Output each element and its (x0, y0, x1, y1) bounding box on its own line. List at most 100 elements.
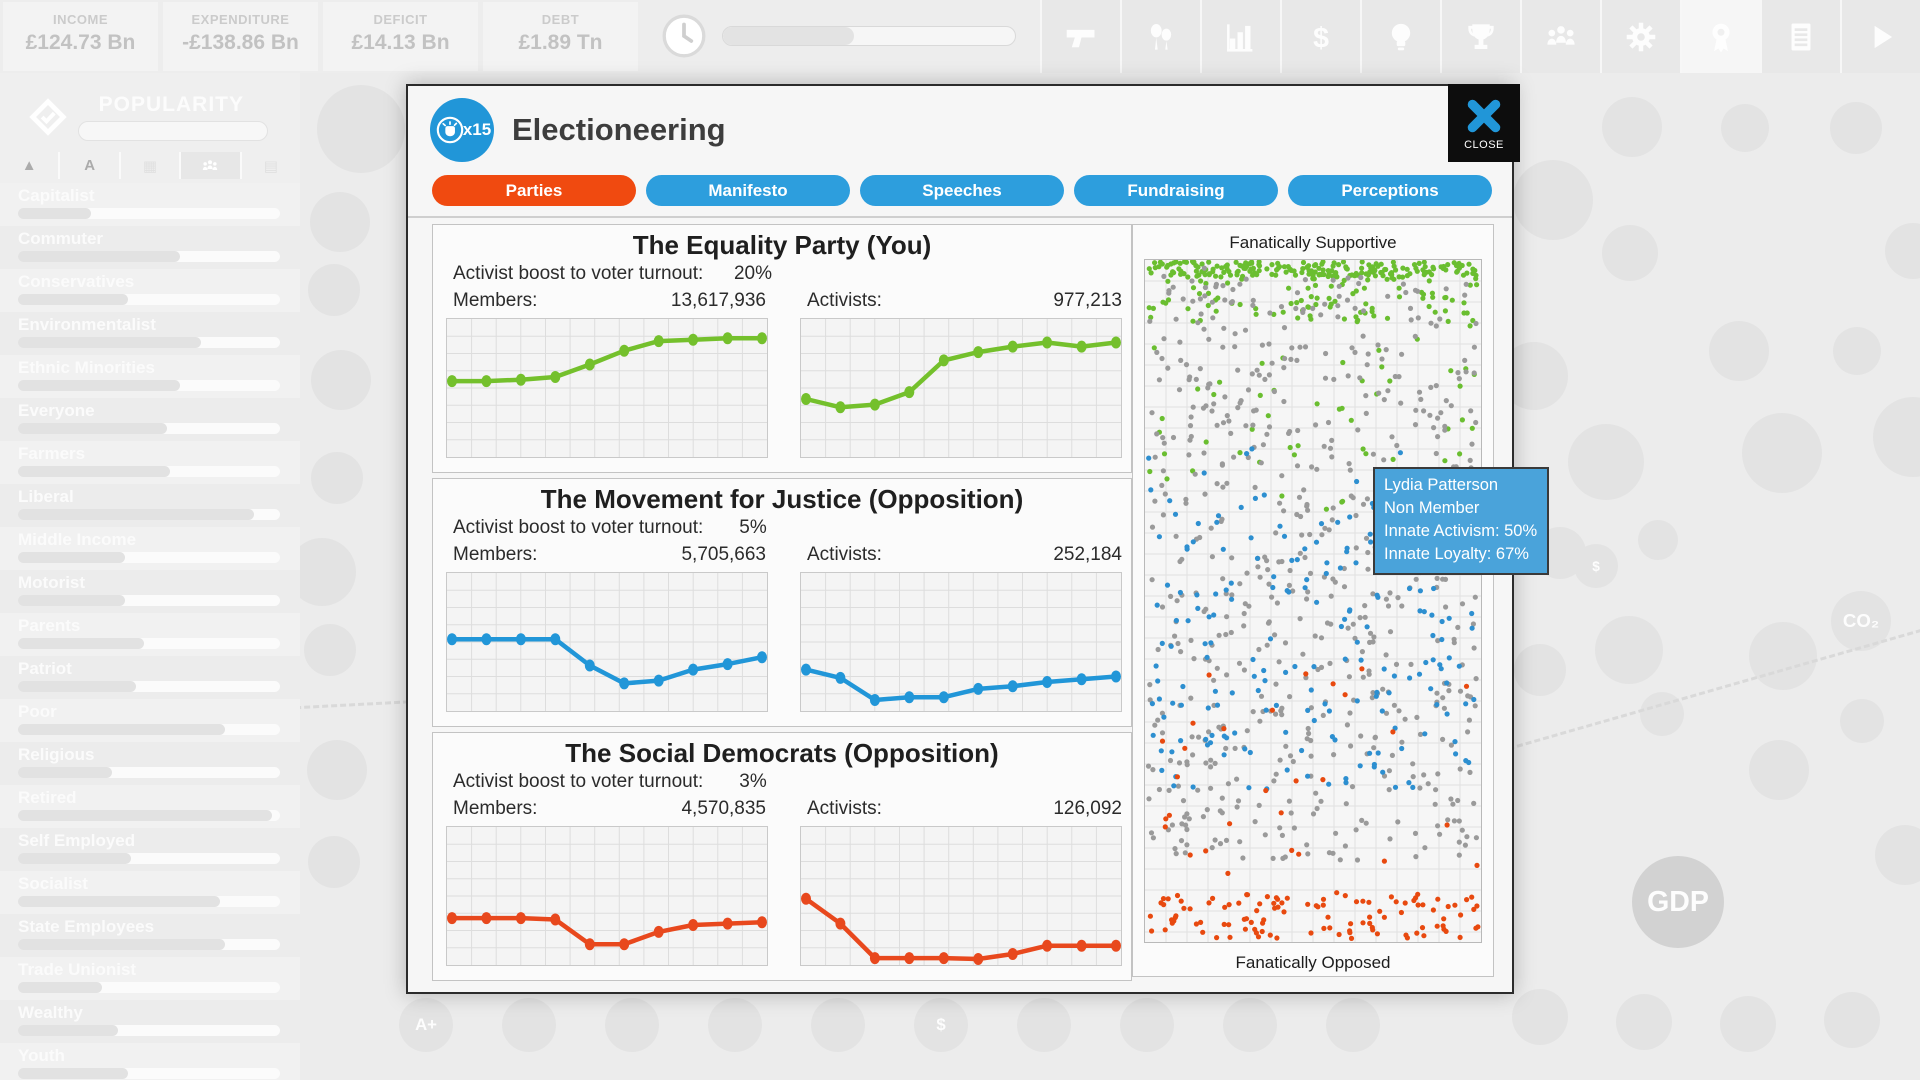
voter-group-name: Ethnic Minorities (18, 358, 155, 377)
sidebar-filter-alpha[interactable]: A (60, 152, 121, 179)
voter-group-youth[interactable]: Youth (0, 1043, 300, 1080)
turn-progress-bar[interactable] (722, 26, 1016, 46)
background-icon (1616, 994, 1672, 1050)
voter-group-ethnic-minorities[interactable]: Ethnic Minorities (0, 355, 300, 398)
voter-group-name: Motorist (18, 573, 86, 592)
tab-manifesto[interactable]: Manifesto (646, 175, 850, 206)
background-icon (1326, 998, 1380, 1052)
sidebar-filter-chart[interactable]: ▤ (263, 157, 278, 175)
voter-group-name: Conservatives (18, 272, 135, 291)
voter-group-bar (18, 251, 280, 262)
tab-speeches[interactable]: Speeches (860, 175, 1064, 206)
voter-group-wealthy[interactable]: Wealthy (0, 1000, 300, 1043)
voter-group-retired[interactable]: Retired (0, 785, 300, 828)
background-icon (1875, 825, 1920, 885)
party-members-chart (446, 572, 768, 712)
party-activists-chart (800, 318, 1122, 458)
voter-group-religious[interactable]: Religious (0, 742, 300, 785)
background-icon (1830, 102, 1882, 154)
voter-group-name: Commuter (18, 229, 104, 248)
voter-group-motorist[interactable]: Motorist (0, 570, 300, 613)
background-icon (1721, 104, 1769, 152)
voter-scatter-plot[interactable] (1144, 259, 1482, 943)
activists-label: Activists: (807, 290, 882, 311)
voter-group-trade-unionist[interactable]: Trade Unionist (0, 957, 300, 1000)
tab-parties[interactable]: Parties (432, 175, 636, 206)
background-icon (1602, 97, 1662, 157)
background-icon: CO₂ (1831, 591, 1891, 651)
voter-group-bar (18, 939, 280, 950)
toolbar-button-play[interactable] (1840, 0, 1920, 73)
voter-group-farmers[interactable]: Farmers (0, 441, 300, 484)
party-activists-chart (800, 572, 1122, 712)
voter-group-environmentalist[interactable]: Environmentalist (0, 312, 300, 355)
voter-group-name: State Employees (18, 917, 155, 936)
voter-group-capitalist[interactable]: Capitalist (0, 183, 300, 226)
party-name: The Movement for Justice (Opposition) (540, 484, 1024, 514)
voter-group-commuter[interactable]: Commuter (0, 226, 300, 269)
voter-group-self-employed[interactable]: Self Employed (0, 828, 300, 871)
party-panel-3: The Social Democrats (Opposition) Activis… (432, 732, 1132, 981)
toolbar-button-people[interactable] (1520, 0, 1600, 73)
background-icon (1640, 692, 1684, 736)
voter-group-state-employees[interactable]: State Employees (0, 914, 300, 957)
play-icon (1862, 18, 1900, 56)
voter-group-name: Environmentalist (18, 315, 156, 334)
toolbar-button-pistol[interactable] (1040, 0, 1120, 73)
background-icon (1513, 160, 1593, 240)
voter-group-parents[interactable]: Parents (0, 613, 300, 656)
stat-value: £1.89 Tn (518, 31, 603, 54)
voter-group-bar (18, 681, 280, 692)
clock-icon[interactable] (659, 11, 709, 61)
stat-value: £124.73 Bn (25, 31, 136, 54)
background-icon (1120, 998, 1174, 1052)
toolbar-button-trophy[interactable] (1440, 0, 1520, 73)
voter-group-bar (18, 337, 280, 348)
sidebar-filter-people[interactable] (181, 152, 242, 179)
tooltip-line: Lydia Patterson (1384, 476, 1499, 494)
voter-group-name: Self Employed (18, 831, 136, 850)
voter-group-everyone[interactable]: Everyone (0, 398, 300, 441)
popularity-title: POPULARITY (98, 93, 244, 116)
boost-value: 20% (733, 263, 773, 284)
voter-group-conservatives[interactable]: Conservatives (0, 269, 300, 312)
voter-group-bar (18, 1025, 280, 1036)
toolbar-button-bar-chart[interactable] (1200, 0, 1280, 73)
close-button[interactable]: CLOSE (1448, 84, 1520, 162)
voter-group-bar (18, 466, 280, 477)
tab-fundraising[interactable]: Fundraising (1074, 175, 1278, 206)
toolbar-button-report[interactable] (1760, 0, 1840, 73)
background-icon (1720, 996, 1776, 1052)
voter-group-liberal[interactable]: Liberal (0, 484, 300, 527)
voter-group-poor[interactable]: Poor (0, 699, 300, 742)
voter-group-name: Socialist (18, 874, 88, 893)
tooltip-line: Innate Loyalty: 67% (1384, 545, 1529, 563)
background-icon (1749, 740, 1809, 800)
toolbar-button-bulb[interactable] (1360, 0, 1440, 73)
toolbar-button-dollar[interactable]: $ (1280, 0, 1360, 73)
voter-group-bar (18, 509, 280, 520)
toolbar-button-rosette[interactable] (1680, 0, 1760, 73)
sidebar-filter-sort[interactable]: ▲ (0, 152, 61, 179)
voter-group-patriot[interactable]: Patriot (0, 656, 300, 699)
party-activists-chart (800, 826, 1122, 966)
toolbar-button-balloons[interactable] (1120, 0, 1200, 73)
popularity-icon (22, 91, 74, 143)
voter-group-name: Capitalist (18, 186, 95, 205)
toolbar-button-gear[interactable] (1600, 0, 1680, 73)
members-value: 4,570,835 (681, 798, 766, 819)
voter-group-middle-income[interactable]: Middle Income (0, 527, 300, 570)
stat-label: INCOME (53, 12, 108, 27)
sidebar-filter-grid[interactable]: ▦ (121, 152, 182, 179)
background-icon (304, 624, 356, 676)
sidebar-filter-tabs: ▲ A ▦ ▤ (0, 152, 300, 179)
background-icon (1873, 397, 1920, 477)
background-icon (1512, 989, 1568, 1045)
tab-perceptions[interactable]: Perceptions (1288, 175, 1492, 206)
voter-group-socialist[interactable]: Socialist (0, 871, 300, 914)
background-icon (1749, 622, 1817, 690)
background-icon (308, 264, 360, 316)
voter-tooltip: Lydia Patterson Non Member Innate Activism… (1373, 467, 1549, 575)
background-icon (605, 998, 659, 1052)
dollar-icon: $ (1302, 18, 1340, 56)
